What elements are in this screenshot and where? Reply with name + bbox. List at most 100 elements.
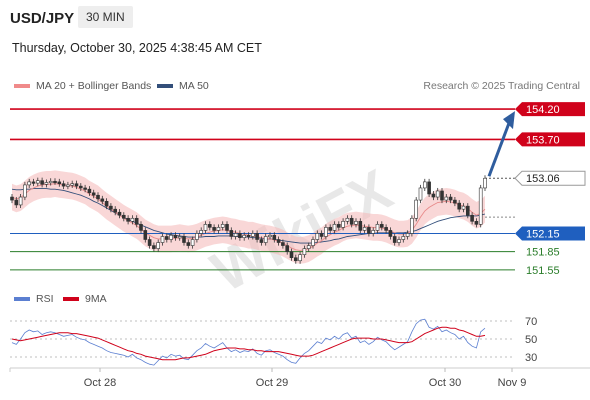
candle: [70, 180, 74, 188]
level-tag-151-85: 151.85: [526, 247, 560, 259]
candle: [440, 187, 444, 204]
candle-body: [285, 245, 290, 252]
candle: [306, 242, 311, 252]
level-tag-box: [514, 170, 586, 186]
candle: [362, 224, 367, 234]
candle: [478, 184, 483, 228]
candle: [315, 230, 320, 243]
candle: [134, 215, 139, 228]
candle-body: [143, 230, 148, 240]
rsi-9ma-line: [11, 326, 486, 361]
candle: [147, 236, 152, 249]
candle-body: [302, 248, 307, 255]
candle: [225, 221, 229, 234]
candle-body: [40, 180, 44, 185]
candle: [14, 197, 19, 208]
candle-body: [246, 234, 251, 238]
credit-text: Research © 2025 Trading Central: [423, 80, 580, 92]
candle: [169, 232, 173, 243]
candle: [246, 232, 251, 240]
candle: [44, 179, 49, 188]
candle: [160, 233, 165, 246]
candle-body: [422, 181, 427, 189]
candle-body: [242, 234, 246, 238]
candle: [23, 181, 27, 201]
candle-body: [216, 227, 221, 231]
candle-body: [384, 227, 388, 231]
legend-9ma-label: 9MA: [85, 293, 107, 305]
candle: [358, 218, 363, 234]
candle-body: [83, 187, 87, 190]
candle-body: [427, 181, 431, 195]
candle-body: [35, 180, 40, 184]
candle-body: [379, 224, 384, 228]
legend-rsi: RSI: [14, 293, 54, 305]
candle-body: [126, 217, 130, 222]
candle: [457, 200, 462, 213]
candle: [186, 239, 191, 249]
candle-body: [397, 239, 401, 243]
candle-body: [289, 251, 294, 259]
candle-body: [104, 200, 109, 207]
candle-body: [354, 221, 358, 225]
candle-body: [31, 181, 36, 184]
candle-body: [87, 188, 92, 194]
candle-body: [410, 217, 414, 234]
candle-body: [190, 239, 195, 246]
candle: [311, 236, 315, 249]
candle: [392, 233, 397, 246]
candle: [474, 218, 479, 228]
candle-body: [134, 217, 139, 225]
candle-body: [212, 227, 216, 231]
candle-body: [440, 190, 444, 201]
candle: [238, 230, 242, 241]
candle-body: [281, 242, 285, 246]
candle: [448, 194, 453, 204]
candle: [289, 248, 294, 261]
candle: [229, 227, 234, 240]
legend-ma50: MA 50: [157, 80, 209, 92]
level-tag-154-20: 154.20: [515, 102, 585, 117]
candle-body: [147, 239, 152, 246]
candle: [414, 197, 419, 222]
candle-body: [100, 198, 105, 202]
candle: [31, 178, 36, 187]
level-tag-label: 154.20: [526, 104, 560, 116]
level-tag-151-55: 151.55: [526, 265, 560, 277]
candle: [461, 203, 466, 213]
candle-body: [448, 196, 453, 201]
candle: [384, 224, 388, 234]
rsi-swatch: [14, 297, 30, 301]
candle: [216, 224, 221, 234]
level-tag-box: [515, 132, 585, 147]
candle-body: [117, 211, 122, 216]
candle-body: [306, 245, 311, 249]
candle: [100, 195, 105, 205]
legend-ma20: MA 20 + Bollinger Bands: [14, 80, 151, 92]
rsi-line: [11, 318, 486, 366]
interval-badge[interactable]: 30 MIN: [78, 6, 133, 28]
candle: [379, 221, 384, 231]
candle-body: [233, 233, 238, 237]
candle-body: [91, 192, 96, 196]
candle-body: [152, 245, 156, 249]
level-tag-153-06: 153.06: [514, 170, 586, 186]
candle-body: [474, 221, 479, 225]
candle: [422, 178, 427, 191]
candle-body: [23, 184, 27, 198]
candle-body: [195, 233, 199, 240]
candle-body: [362, 227, 367, 231]
candle-body: [457, 202, 462, 210]
candle: [208, 221, 212, 231]
candle-body: [341, 221, 345, 228]
candle: [35, 177, 40, 187]
projection-arrow-shaft: [487, 122, 511, 177]
level-tag-box: [515, 226, 585, 241]
projection-arrow-head: [503, 111, 515, 130]
candle: [427, 178, 431, 198]
candle: [410, 215, 414, 237]
candle: [143, 227, 148, 243]
candle: [190, 236, 195, 249]
candle-body: [122, 214, 126, 219]
